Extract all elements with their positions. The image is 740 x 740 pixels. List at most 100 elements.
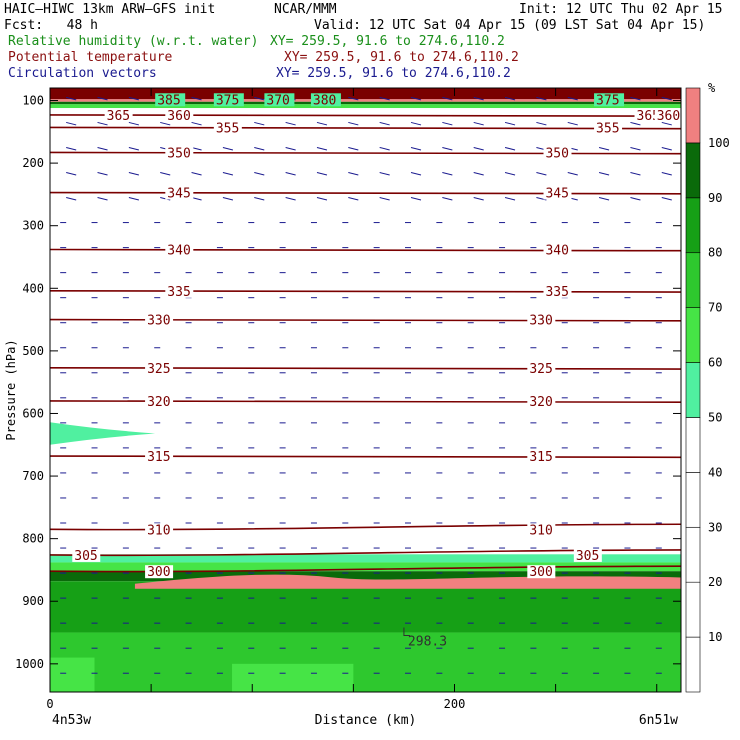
theta-label-335-1: 335 (545, 285, 568, 300)
theta-contour-340 (49, 248, 682, 252)
colorbar-label-20: 20 (708, 575, 722, 589)
colorbar-label-40: 40 (708, 465, 722, 479)
theta-label-bg-315-0 (145, 450, 174, 464)
theta-label-bg-345-0 (165, 186, 194, 200)
y-tick-label-700: 700 (22, 469, 44, 483)
theta-label-bg-310-1 (527, 523, 556, 537)
x-right-endpoint: 6n51w (639, 713, 678, 728)
theta-label-bg-325-1 (527, 361, 556, 375)
theta-contour-310 (49, 523, 682, 531)
theta-label-bg-335-0 (165, 284, 194, 298)
vector-2-0 (66, 146, 77, 151)
rh-patch-0 (50, 657, 95, 692)
theta-min-annotation: 298.3 (408, 635, 447, 650)
vector-3-19 (661, 172, 672, 176)
theta-label-bg-350-0 (165, 146, 194, 160)
theta-label-360-1: 360 (167, 109, 190, 124)
rh-layer-1 (50, 99, 681, 102)
y-tick-label-600: 600 (22, 406, 44, 420)
vector-4-7 (285, 197, 296, 201)
plot-frame (49, 87, 682, 693)
theta-label-310-0: 310 (147, 523, 170, 538)
vector-2-18 (630, 146, 641, 151)
field-theta-xy: XY= 259.5, 91.6 to 274.6,110.2 (284, 50, 519, 65)
theta-contour-335 (49, 289, 682, 293)
theta-label-315-0: 315 (147, 450, 170, 465)
vector-0-16 (567, 96, 578, 101)
vector-4-12 (442, 197, 453, 201)
theta-label-350-1: 350 (545, 146, 568, 161)
theta-top-label-0: 385 (157, 93, 180, 108)
vector-2-2 (128, 146, 139, 151)
vector-4-9 (348, 197, 359, 201)
colorbar-label-70: 70 (708, 301, 722, 315)
theta-label-340-1: 340 (545, 243, 568, 258)
colorbar-label-100: 100 (708, 136, 730, 150)
vector-2-13 (473, 146, 484, 151)
theta-label-bg-305-1 (573, 548, 602, 562)
theta-contour-315 (49, 455, 682, 459)
theta-label-325-0: 325 (147, 362, 170, 377)
theta-top-label-1: 375 (216, 93, 239, 108)
vector-1-12 (442, 121, 453, 126)
rh-layer-0 (50, 88, 681, 100)
theta-top-label-4: 375 (596, 93, 619, 108)
vector-3-16 (567, 172, 578, 176)
vector-1-1 (97, 121, 108, 126)
theta-label-330-0: 330 (147, 314, 170, 329)
y-tick-label-200: 200 (22, 156, 44, 170)
theta-label-300-1: 300 (529, 565, 552, 580)
vector-4-11 (410, 197, 422, 201)
rh-layer-7 (50, 581, 681, 633)
vector-4-1 (97, 197, 108, 201)
vector-3-0 (66, 172, 77, 176)
theta-top-bg-1 (213, 93, 244, 107)
theta-label-355-0: 355 (216, 121, 239, 136)
colorbar-segment-2 (685, 526, 701, 583)
theta-label-355-1: 355 (596, 121, 619, 136)
theta-label-325-1: 325 (529, 362, 552, 377)
vector-3-18 (630, 172, 641, 176)
theta-label-315-1: 315 (529, 450, 552, 465)
vector-3-5 (222, 172, 234, 176)
vector-0-10 (379, 96, 390, 101)
rh-layer-6 (50, 571, 681, 582)
x-left-endpoint: 4n53w (52, 713, 91, 728)
vector-2-19 (661, 146, 672, 151)
vector-4-2 (128, 197, 139, 201)
theta-label-bg-300-0 (145, 565, 174, 579)
colorbar-segment-5 (685, 362, 701, 418)
vector-2-17 (598, 146, 610, 151)
vector-4-8 (316, 197, 328, 201)
colorbar-label-60: 60 (708, 356, 722, 370)
colorbar-segment-8 (685, 197, 701, 254)
theta-label-bg-320-1 (527, 394, 556, 408)
theta-contour-330 (49, 318, 682, 322)
vector-3-12 (442, 172, 453, 176)
vector-4-18 (630, 197, 641, 201)
rh-layer-8 (50, 632, 681, 692)
rh-layer-5 (50, 562, 681, 572)
vector-1-14 (504, 121, 516, 126)
field-rh-xy: XY= 259.5, 91.6 to 274.6,110.2 (270, 34, 505, 49)
theta-label-345-0: 345 (167, 187, 190, 202)
theta-label-bg-360-3 (654, 108, 683, 122)
theta-label-bg-320-0 (145, 394, 174, 408)
colorbar-segment-4 (685, 417, 701, 473)
colorbar-label-30: 30 (708, 520, 722, 534)
y-tick-label-800: 800 (22, 532, 44, 546)
vector-0-18 (630, 96, 641, 101)
theta-contour-355 (49, 126, 682, 130)
theta-contour-325 (49, 366, 682, 370)
field-vector-xy: XY= 259.5, 91.6 to 274.6,110.2 (276, 66, 511, 81)
colorbar-segment-7 (685, 252, 701, 308)
colorbar-segment-1 (685, 581, 701, 638)
vector-0-11 (410, 96, 422, 101)
vector-1-13 (473, 121, 484, 126)
vector-3-2 (128, 172, 139, 176)
vector-0-9 (348, 96, 359, 101)
field-rh-label: Relative humidity (w.r.t. water) (8, 34, 259, 49)
vector-3-9 (348, 172, 359, 176)
valid-time: Valid: 12 UTC Sat 04 Apr 15 (09 LST Sat … (314, 18, 706, 33)
theta-label-320-0: 320 (147, 395, 170, 410)
